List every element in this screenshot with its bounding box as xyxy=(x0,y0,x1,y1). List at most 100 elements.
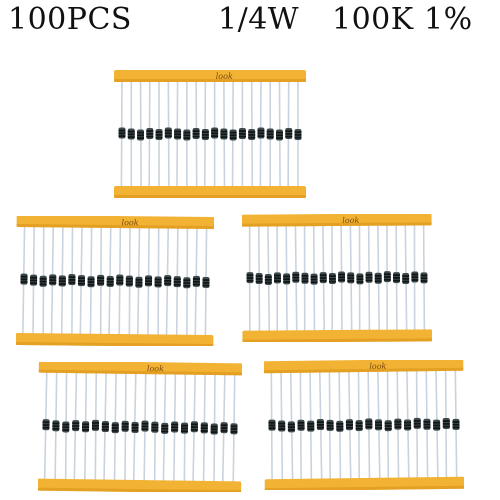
resistor-band xyxy=(82,426,90,429)
resistor-band xyxy=(183,282,191,285)
resistor-band xyxy=(87,278,95,281)
resistor-band xyxy=(383,276,391,278)
resistor-band xyxy=(394,420,402,423)
resistor-band xyxy=(248,133,256,136)
tape-shadow xyxy=(16,223,214,230)
resistor-strip-graphic: look xyxy=(16,216,214,346)
resistor-band xyxy=(180,430,188,433)
title-resistance: 100K xyxy=(332,2,414,37)
resistor-strip-bottom-right: look xyxy=(264,360,464,490)
resistor-band xyxy=(345,424,353,426)
resistor-band xyxy=(202,284,210,287)
resistor-band xyxy=(72,427,80,430)
resistor-band xyxy=(433,421,441,424)
resistor-band xyxy=(365,273,373,276)
resistor-band xyxy=(402,277,410,280)
resistor-strip-graphic: look xyxy=(38,362,242,492)
resistor-band xyxy=(82,423,90,426)
resistor-band xyxy=(374,421,383,424)
resistor-band xyxy=(266,133,274,136)
tape-shadow xyxy=(242,222,432,227)
resistor-band xyxy=(116,279,124,282)
resistor-band xyxy=(183,284,191,287)
resistor-band xyxy=(183,279,191,282)
resistor-band xyxy=(276,137,283,139)
resistor-band xyxy=(151,429,159,432)
resistor-band xyxy=(101,423,109,426)
resistor-strip-mid-left: look xyxy=(16,216,214,346)
resistor-band xyxy=(87,283,95,286)
resistor-band xyxy=(285,135,293,138)
resistor-band xyxy=(97,282,105,285)
tape-marking: look xyxy=(369,362,386,371)
resistor-band xyxy=(154,284,162,286)
resistor-band xyxy=(161,430,169,433)
resistor-band xyxy=(355,424,363,427)
resistor-band xyxy=(62,423,70,426)
resistor-band xyxy=(190,428,198,431)
resistor-band xyxy=(111,424,119,427)
resistor-band xyxy=(316,421,324,424)
resistor-band xyxy=(230,428,238,431)
resistor-band xyxy=(97,279,105,282)
resistor-band xyxy=(268,421,276,424)
resistor-band xyxy=(238,135,246,138)
resistor-band xyxy=(287,426,295,429)
resistor-band xyxy=(183,134,191,137)
resistor-band xyxy=(171,429,179,432)
resistor-band xyxy=(301,274,309,277)
resistor-band xyxy=(374,274,382,277)
resistor-band xyxy=(173,281,181,283)
resistor-band xyxy=(155,133,163,136)
resistor-band xyxy=(285,132,293,135)
tape-shadow xyxy=(264,367,464,374)
resistor-band xyxy=(246,279,254,282)
resistor-band xyxy=(283,278,291,281)
resistor-band xyxy=(151,423,159,426)
resistor-band xyxy=(62,429,70,432)
resistor-band xyxy=(20,275,28,278)
resistor-band xyxy=(319,277,327,279)
resistor-band xyxy=(101,428,109,431)
resistor-band xyxy=(77,280,85,282)
resistor-band xyxy=(404,424,412,427)
resistor-band xyxy=(77,277,86,280)
resistor-band xyxy=(201,131,209,133)
resistor-band xyxy=(210,428,218,431)
resistor-band xyxy=(127,133,135,136)
resistor-band xyxy=(72,422,80,425)
resistor-band xyxy=(310,281,318,284)
resistor-band xyxy=(297,424,305,427)
resistor-band xyxy=(116,282,124,285)
resistor-band xyxy=(402,275,410,278)
resistor-band xyxy=(211,132,219,135)
resistor-band xyxy=(238,130,246,132)
resistor-band xyxy=(278,422,286,425)
resistor-band xyxy=(294,133,302,136)
resistor-band xyxy=(30,279,38,282)
resistor-band xyxy=(347,280,355,282)
resistor-band xyxy=(201,133,209,136)
resistor-band xyxy=(201,136,209,139)
resistor-band xyxy=(91,427,99,430)
resistor-band xyxy=(192,135,200,138)
resistor-band xyxy=(274,280,281,282)
resistor-band xyxy=(287,429,295,431)
resistor-band xyxy=(161,424,169,427)
tape-marking: look xyxy=(342,216,359,225)
resistor-band xyxy=(68,278,76,281)
resistor-band xyxy=(49,279,57,282)
resistor-band xyxy=(336,422,344,425)
resistor-band xyxy=(39,283,47,286)
resistor-band xyxy=(72,425,80,427)
resistor-band xyxy=(211,135,219,137)
resistor-band xyxy=(411,273,419,276)
resistor-band xyxy=(42,426,50,429)
resistor-band xyxy=(211,129,219,132)
resistor-band xyxy=(442,422,450,425)
resistor-band xyxy=(248,136,256,139)
resistor-band xyxy=(121,425,129,428)
resistor-band xyxy=(423,420,431,423)
resistor-band xyxy=(268,424,276,427)
resistor-band xyxy=(365,426,373,428)
